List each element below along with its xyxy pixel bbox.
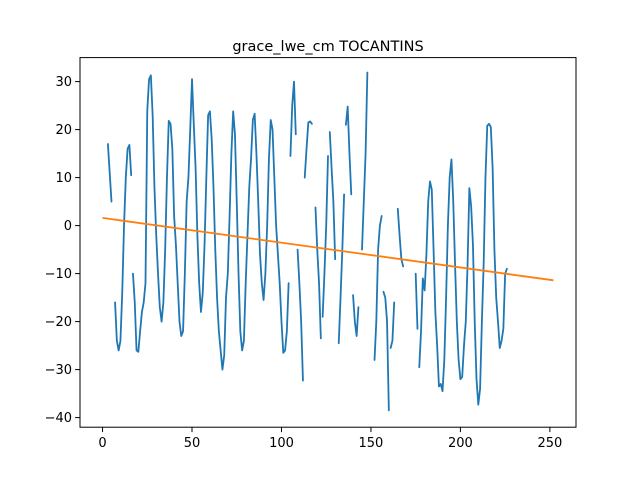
y-tick-label: −40 — [45, 411, 72, 426]
plot-frame — [79, 57, 577, 428]
data-series-segment-2 — [132, 74, 290, 371]
chart-title: grace_lwe_cm TOCANTINS — [232, 39, 423, 55]
x-axis: 0 50 100 150 200 250 — [98, 427, 562, 451]
data-series-segment-1 — [114, 144, 133, 352]
y-axis: −40 −30 −20 −10 0 10 20 30 — [45, 75, 80, 426]
y-tick-label: 20 — [55, 123, 72, 138]
data-series-segment-15 — [382, 290, 390, 412]
data-series-segment-3 — [289, 80, 297, 157]
data-series-segment-4 — [296, 248, 304, 382]
y-tick-label: 0 — [64, 219, 72, 234]
data-series-segment-12 — [361, 71, 369, 251]
data-series-segment-18 — [414, 272, 419, 330]
x-tick-label: 250 — [537, 436, 562, 451]
data-series-segment-6 — [314, 206, 322, 340]
plot-content — [102, 71, 554, 412]
data-series-segment-0 — [107, 143, 113, 203]
data-series-segment-10 — [344, 105, 353, 196]
y-tick-label: −20 — [45, 315, 72, 330]
y-tick-label: −10 — [45, 267, 72, 282]
x-tick-label: 0 — [98, 436, 106, 451]
data-series-segment-8 — [328, 131, 337, 261]
x-tick-label: 50 — [184, 436, 201, 451]
x-tick-label: 200 — [448, 436, 473, 451]
y-tick-label: 10 — [55, 171, 72, 186]
data-series-segment-14 — [373, 215, 383, 361]
data-series-segment-11 — [352, 294, 360, 337]
x-tick-label: 150 — [359, 436, 384, 451]
data-series-segment-17 — [396, 207, 405, 268]
x-tick-label: 100 — [269, 436, 294, 451]
data-series-segment-5 — [303, 120, 313, 179]
data-series-segment-19 — [418, 122, 508, 406]
data-series-segment-9 — [337, 193, 346, 345]
y-tick-label: 30 — [55, 75, 72, 90]
y-tick-label: −30 — [45, 363, 72, 378]
trend-line — [102, 217, 554, 282]
data-series-segment-16 — [389, 301, 396, 349]
